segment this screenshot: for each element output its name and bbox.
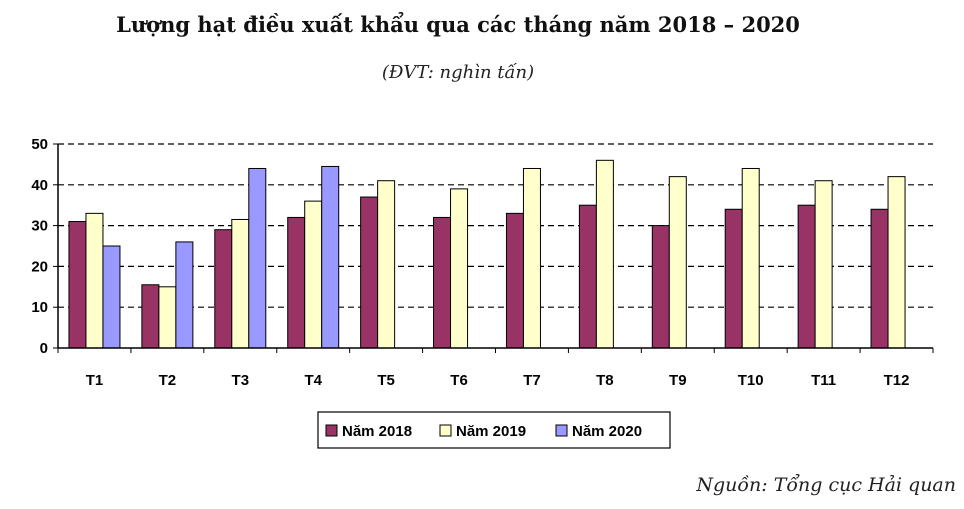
bar (175, 241, 194, 349)
bar (741, 167, 760, 349)
source-note: Nguồn: Tổng cục Hải quan (696, 474, 956, 496)
bar (360, 196, 379, 349)
legend-label: Năm 2020 (572, 423, 642, 440)
bar (158, 286, 177, 349)
legend-swatch (439, 424, 452, 437)
axes: 0 10 20 30 40 50 T1 T2 T3 T4 T5 T6 T7 T8 T9 T10 T11 T12 (31, 136, 934, 389)
legend-swatch (555, 424, 568, 437)
bar (814, 180, 833, 349)
bar (797, 204, 816, 349)
bar (887, 176, 906, 349)
y-tick-label: 10 (31, 299, 48, 316)
x-tick-label: T5 (377, 372, 395, 389)
bar (870, 208, 889, 349)
bars (68, 159, 906, 349)
y-tick-label: 30 (31, 218, 48, 235)
legend-label: Năm 2018 (342, 423, 412, 440)
y-tick-label: 40 (31, 177, 48, 194)
x-tick-label: T7 (523, 372, 541, 389)
x-tick-label: T6 (450, 372, 468, 389)
x-tick-label: T8 (596, 372, 614, 389)
bar (248, 167, 267, 349)
chart-title: Lượng hạt điều xuất khẩu qua các tháng n… (116, 12, 800, 37)
x-tick-label: T1 (86, 372, 104, 389)
bar (304, 200, 323, 349)
legend-box (317, 411, 671, 449)
bar (433, 216, 452, 349)
bar (321, 165, 340, 349)
bar (85, 212, 104, 349)
x-tick-label: T10 (738, 372, 764, 389)
x-tick-label: T12 (884, 372, 910, 389)
x-tick-label: T11 (811, 372, 836, 389)
y-tick-label: 20 (31, 258, 48, 275)
bar (522, 167, 541, 349)
bar (595, 159, 614, 349)
x-tick-label: T2 (159, 372, 177, 389)
y-tick-label: 50 (31, 136, 48, 153)
bar (141, 284, 160, 349)
bar (214, 229, 233, 349)
bar (651, 225, 670, 349)
gridlines (58, 143, 933, 308)
chart-unit-note: (ĐVT: nghìn tấn) (381, 62, 535, 83)
bar (102, 245, 121, 349)
legend-label: Năm 2019 (456, 423, 526, 440)
bar (450, 188, 469, 349)
x-tick-label: T4 (304, 372, 322, 389)
bar (377, 180, 396, 349)
bar (231, 218, 250, 349)
legend: Năm 2018 Năm 2019 Năm 2020 (317, 411, 671, 449)
bar (68, 221, 87, 349)
x-tick-label: T3 (232, 372, 250, 389)
x-tick-label: T9 (669, 372, 687, 389)
bar (668, 176, 687, 349)
bar (505, 212, 524, 349)
bar (287, 216, 306, 349)
bar (724, 208, 743, 349)
y-tick-label: 0 (40, 340, 48, 357)
bar (578, 204, 597, 349)
legend-swatch (325, 424, 338, 437)
